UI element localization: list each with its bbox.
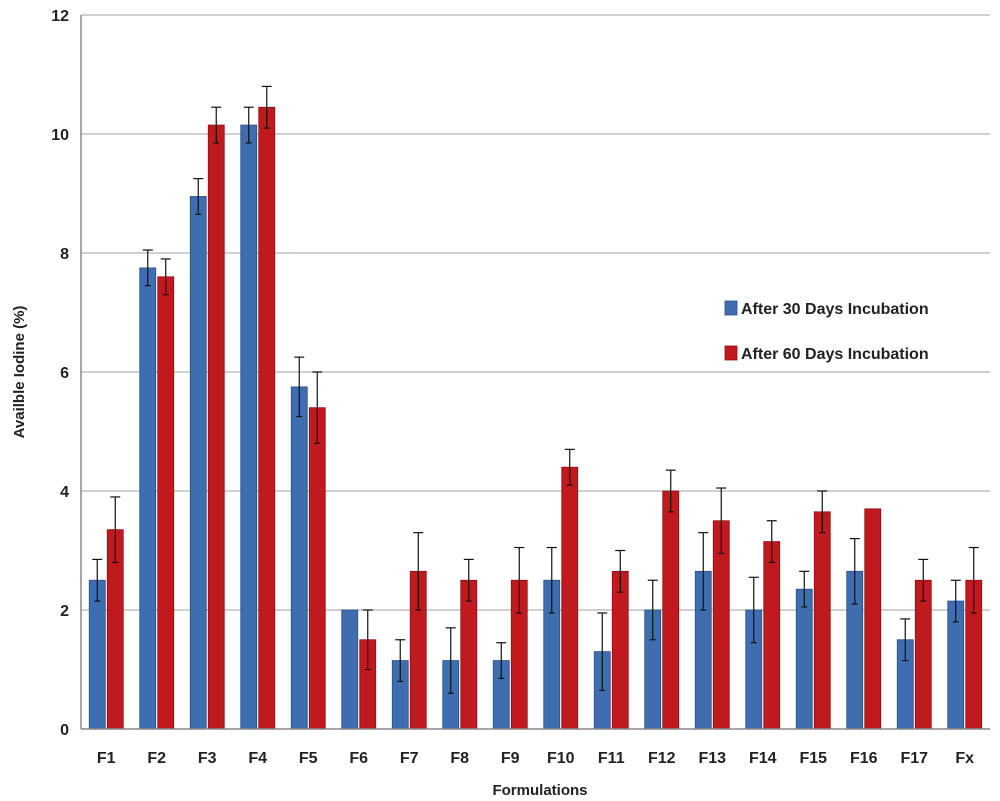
bar-60-days-f3: [207, 124, 225, 730]
error-bar: [647, 579, 658, 641]
x-tick-label: F5: [299, 750, 318, 767]
bar-30-days-f15: [795, 588, 813, 730]
legend: After 30 Days Incubation After 60 Days In…: [724, 300, 929, 363]
x-tick-label: F6: [349, 750, 368, 767]
y-tick-label: 10: [51, 127, 69, 144]
error-bar: [900, 618, 911, 662]
error-bar: [496, 642, 507, 680]
x-axis-title: Formulations: [492, 782, 587, 799]
error-bar: [799, 570, 810, 608]
error-bar: [92, 558, 103, 602]
error-bar: [698, 532, 709, 611]
y-tick-label: 0: [60, 722, 69, 739]
y-axis-ticks: 0 2 4 6 8 10 12: [51, 8, 69, 739]
bar-30-days-f4: [240, 124, 258, 730]
bar-60-days-f17: [914, 579, 932, 730]
y-tick-label: 6: [60, 365, 69, 382]
error-bar: [211, 106, 222, 144]
x-tick-label: F16: [850, 750, 878, 767]
y-tick-label: 8: [60, 246, 69, 263]
error-bar: [716, 487, 727, 555]
error-bar: [395, 639, 406, 683]
error-bar: [362, 609, 373, 671]
error-bar: [918, 558, 929, 602]
error-bars: [92, 85, 979, 694]
error-bar: [142, 249, 153, 287]
error-bar: [968, 546, 979, 614]
bar-60-days-f5: [308, 407, 326, 730]
x-tick-label: F11: [598, 750, 625, 767]
bar-60-days-f2: [157, 276, 175, 730]
bar-30-days-f6: [341, 609, 359, 730]
bar-60-days-f11: [611, 570, 629, 730]
x-axis-ticks: F1 F2 F3 F4 F5 F6 F7 F8 F9 F10 F11 F12 F13 F14 F15 F16 F…: [97, 750, 974, 767]
bar-30-days-f2: [139, 267, 157, 730]
error-bar: [817, 490, 828, 534]
error-bar: [766, 520, 777, 564]
bar-60-days-f10: [561, 466, 579, 730]
legend-label: After 60 Days Incubation: [741, 346, 929, 363]
error-bar: [294, 356, 305, 418]
error-bar: [849, 537, 860, 605]
error-bar: [546, 546, 557, 614]
error-bar: [243, 106, 254, 144]
y-tick-label: 4: [60, 484, 69, 501]
x-tick-label: F15: [799, 750, 827, 767]
error-bar: [261, 85, 272, 129]
bar-60-days-f12: [662, 490, 680, 730]
error-bar: [665, 469, 676, 513]
x-tick-label: F10: [547, 750, 575, 767]
bar-30-days-f5: [290, 386, 308, 730]
x-tick-label: F14: [749, 750, 777, 767]
y-tick-label: 12: [51, 8, 69, 25]
legend-entry: After 30 Days Incubation: [724, 300, 929, 318]
x-tick-label: F3: [198, 750, 217, 767]
error-bar: [312, 371, 323, 444]
x-tick-label: F9: [501, 750, 520, 767]
bars: [88, 106, 983, 730]
bar-60-days-f14: [763, 541, 781, 730]
error-bar: [615, 549, 626, 593]
error-bar: [463, 558, 474, 602]
error-bar: [564, 448, 575, 486]
x-tick-label: Fx: [955, 750, 974, 767]
gridlines: [81, 14, 990, 611]
legend-swatch: [724, 345, 738, 361]
x-tick-label: F7: [400, 750, 419, 767]
x-tick-label: F4: [248, 750, 267, 767]
y-axis-title: Availble Iodine (%): [11, 306, 28, 439]
error-bar: [160, 258, 171, 296]
x-tick-label: F17: [900, 750, 928, 767]
x-tick-label: F1: [97, 750, 116, 767]
bar-30-days-f1: [88, 579, 106, 730]
legend-entry: After 60 Days Incubation: [724, 345, 929, 363]
bar-60-days-f16: [864, 508, 882, 730]
x-tick-label: F2: [147, 750, 166, 767]
error-bar: [748, 576, 759, 644]
error-bar: [445, 627, 456, 694]
bar-60-days-f4: [258, 106, 276, 730]
bar-60-days-f15: [813, 511, 831, 730]
error-bar: [110, 496, 121, 564]
legend-swatch: [724, 300, 738, 316]
x-tick-label: F8: [450, 750, 469, 767]
y-tick-label: 2: [60, 603, 69, 620]
error-bar: [193, 178, 204, 215]
error-bar: [514, 546, 525, 614]
error-bar: [950, 579, 961, 623]
bar-30-days-f3: [189, 196, 207, 730]
bar-60-days-f8: [460, 579, 478, 730]
legend-label: After 30 Days Incubation: [741, 301, 929, 318]
error-bar: [597, 612, 608, 691]
x-tick-label: F13: [698, 750, 726, 767]
x-tick-label: F12: [648, 750, 676, 767]
error-bar: [413, 532, 424, 611]
